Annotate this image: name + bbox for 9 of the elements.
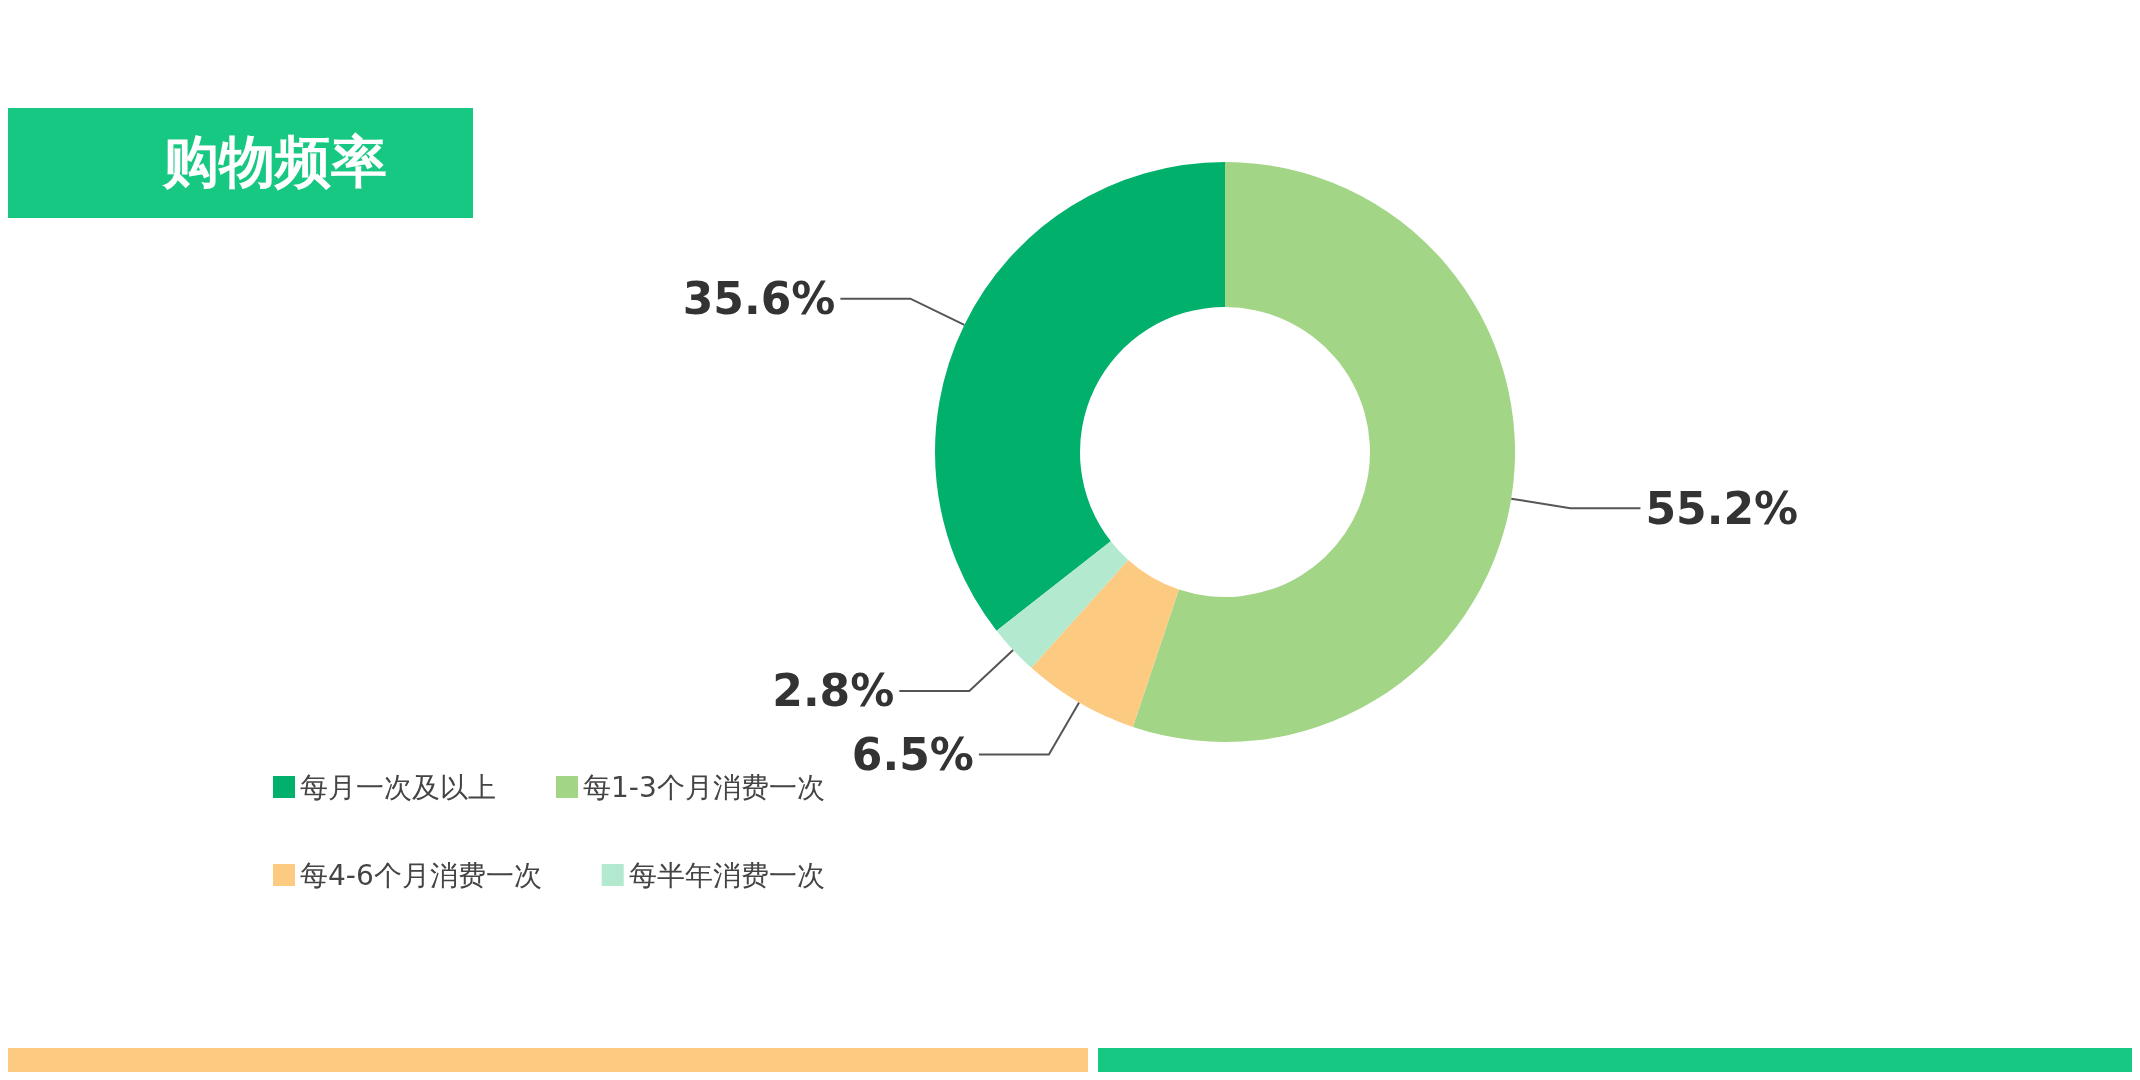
- data-label: 6.5%: [851, 728, 974, 780]
- data-label: 35.6%: [682, 273, 836, 325]
- legend-label: 每4-6个月消费一次: [300, 858, 542, 892]
- legend-label: 每1-3个月消费一次: [583, 770, 825, 804]
- legend-label: 每月一次及以上: [300, 770, 496, 804]
- chart-title: 购物频率: [163, 128, 387, 196]
- data-label: 55.2%: [1645, 482, 1799, 534]
- data-label: 2.8%: [772, 665, 895, 717]
- legend-label: 每半年消费一次: [628, 858, 825, 892]
